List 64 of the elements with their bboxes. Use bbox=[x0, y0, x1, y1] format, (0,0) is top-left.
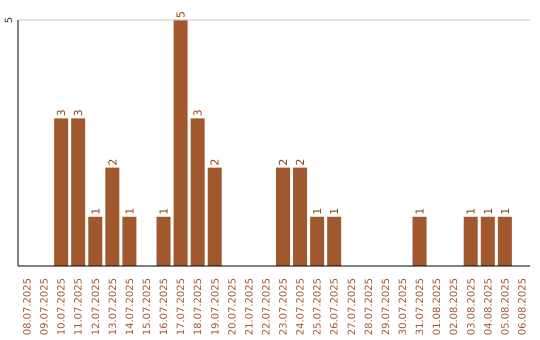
bar bbox=[190, 118, 205, 266]
x-tick-label: 13.07.2025 bbox=[108, 278, 119, 336]
x-tick-label: 29.07.2025 bbox=[380, 278, 392, 336]
data-label: 1 bbox=[328, 208, 342, 215]
bar bbox=[208, 168, 222, 266]
data-label: 2 bbox=[106, 158, 120, 166]
data-label: 1 bbox=[498, 208, 512, 215]
x-tick-label: 15.07.2025 bbox=[142, 278, 153, 336]
x-tick-label: 11.07.2025 bbox=[74, 278, 85, 336]
bar bbox=[105, 168, 120, 266]
x-tick-label: 23.07.2025 bbox=[278, 278, 290, 336]
x-tick-label: 27.07.2025 bbox=[346, 278, 358, 336]
x-tick-label: 12.07.2025 bbox=[90, 278, 102, 336]
bar bbox=[293, 168, 308, 266]
x-tick-label: 06.08.2025 bbox=[517, 278, 528, 336]
data-label: 1 bbox=[311, 208, 324, 215]
data-label: 1 bbox=[414, 208, 427, 215]
x-tick-label: 22.07.2025 bbox=[261, 278, 272, 336]
bar bbox=[276, 168, 290, 266]
data-label: 1 bbox=[482, 208, 495, 215]
data-label: 3 bbox=[72, 109, 86, 116]
bar bbox=[412, 216, 427, 266]
data-label: 2 bbox=[277, 158, 290, 166]
x-tick-label: 25.07.2025 bbox=[312, 278, 324, 336]
x-tick-label: 17.07.2025 bbox=[176, 278, 188, 336]
bar bbox=[88, 216, 102, 266]
data-label: 1 bbox=[89, 208, 102, 215]
data-label: 2 bbox=[294, 158, 308, 166]
x-tick-label: 08.07.2025 bbox=[22, 278, 34, 336]
data-label: 1 bbox=[158, 208, 171, 215]
x-tick-label: 20.07.2025 bbox=[227, 278, 238, 336]
bar bbox=[327, 216, 342, 266]
x-tick-label: 10.07.2025 bbox=[56, 278, 68, 336]
bar bbox=[480, 216, 495, 266]
x-tick-label: 21.07.2025 bbox=[244, 278, 256, 336]
x-tick-label: 02.08.2025 bbox=[449, 278, 460, 336]
bar bbox=[174, 20, 188, 266]
data-label: 5 bbox=[174, 11, 188, 18]
x-tick-label: 19.07.2025 bbox=[210, 278, 222, 336]
x-tick-label: 30.07.2025 bbox=[398, 278, 409, 336]
x-tick-label: 05.08.2025 bbox=[500, 278, 512, 336]
data-label: 2 bbox=[208, 158, 222, 166]
x-tick-label: 18.07.2025 bbox=[193, 278, 204, 336]
x-tick-label: 09.07.2025 bbox=[40, 278, 51, 336]
data-label: 1 bbox=[464, 208, 478, 215]
bar bbox=[122, 216, 136, 266]
bar bbox=[310, 216, 324, 266]
bar bbox=[54, 118, 68, 266]
x-tick-label: 03.08.2025 bbox=[466, 278, 478, 336]
bar bbox=[71, 118, 86, 266]
x-tick-label: 04.08.2025 bbox=[483, 278, 494, 336]
x-tick-label: 28.07.2025 bbox=[364, 278, 375, 336]
x-tick-label: 14.07.2025 bbox=[124, 278, 136, 336]
x-tick-label: 26.07.2025 bbox=[330, 278, 341, 336]
bar bbox=[156, 216, 171, 266]
x-tick-label: 31.07.2025 bbox=[415, 278, 426, 336]
x-tick-label: 16.07.2025 bbox=[159, 278, 170, 336]
data-label: 3 bbox=[55, 109, 68, 116]
x-tick-label: 01.08.2025 bbox=[432, 278, 444, 336]
data-label: 1 bbox=[123, 208, 136, 215]
bar bbox=[464, 216, 478, 266]
bar bbox=[498, 216, 512, 266]
data-label: 3 bbox=[192, 109, 205, 116]
x-tick-label: 24.07.2025 bbox=[296, 278, 307, 336]
